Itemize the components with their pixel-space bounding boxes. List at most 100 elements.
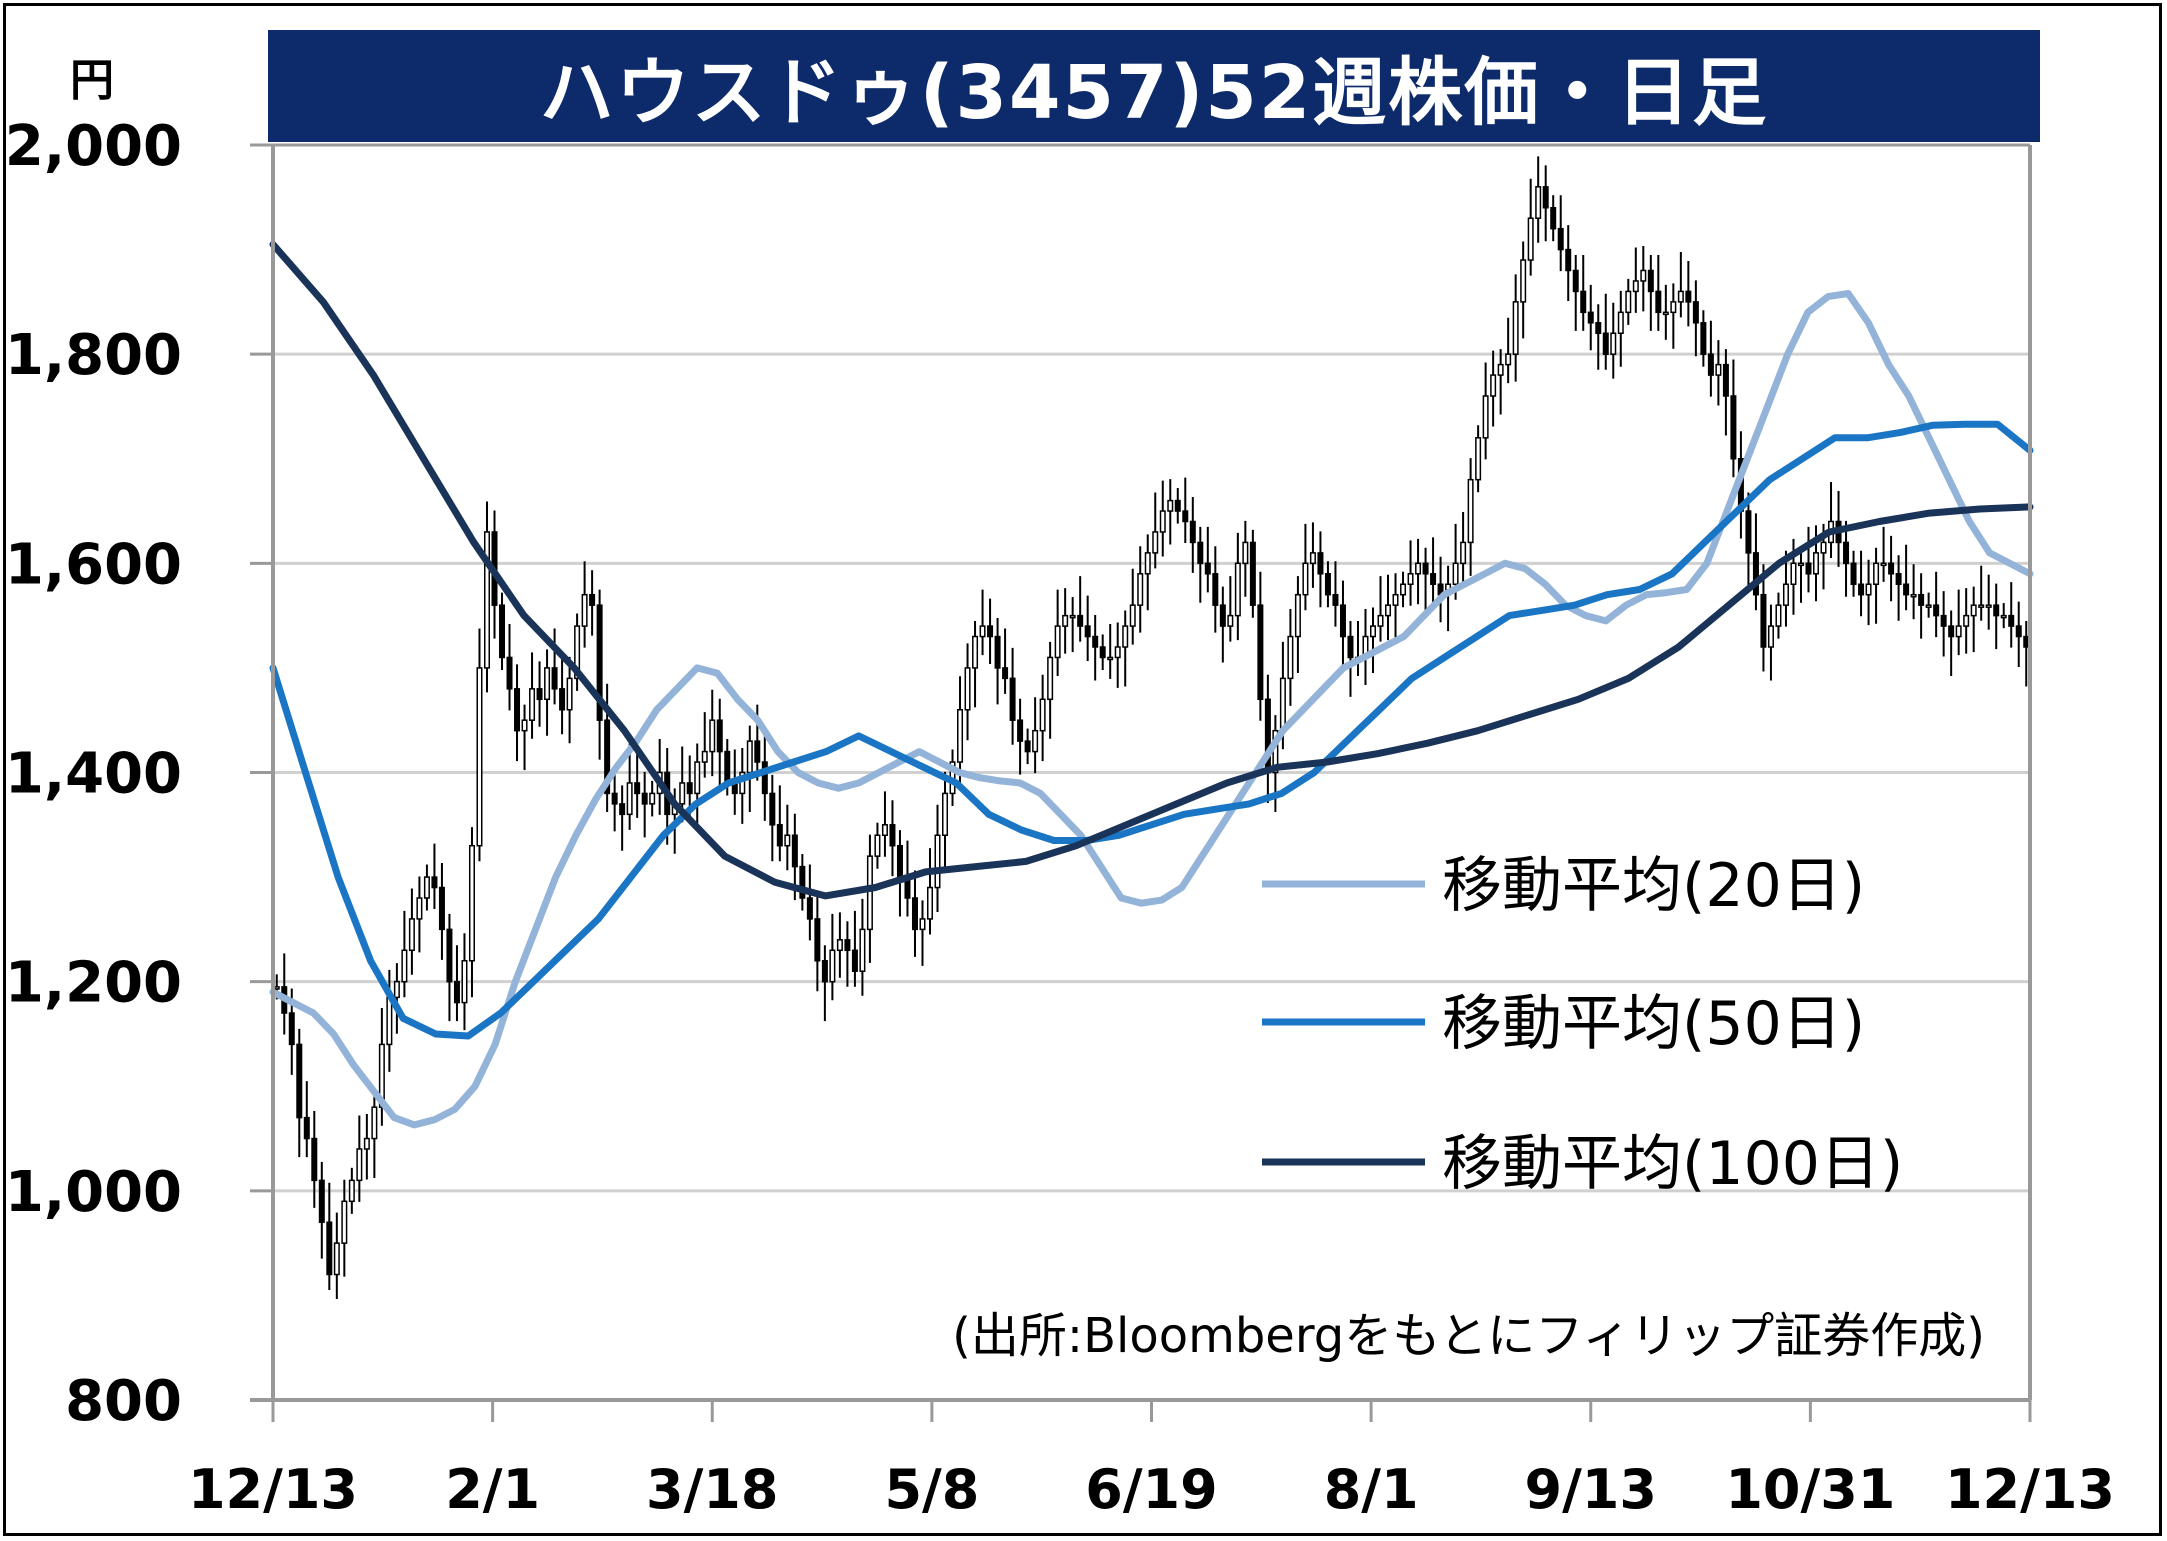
candle-body-169 [1542, 186, 1549, 209]
series-line-ma50 [269, 420, 2034, 1040]
candle-body-112 [1114, 646, 1121, 659]
candle-body-83 [896, 844, 903, 878]
candle-body-81 [881, 824, 888, 837]
candle-body-217 [1903, 583, 1910, 596]
x-tick-label-6: 9/13 [1525, 1458, 1657, 1521]
candle-body-77 [851, 949, 858, 972]
candle-body-91 [957, 709, 964, 763]
candle-body-139 [1317, 552, 1324, 575]
candle-body-205 [1813, 552, 1820, 575]
candle-body-15 [386, 996, 393, 1046]
candle-body-211 [1858, 583, 1865, 596]
candle-body-82 [889, 824, 896, 847]
candle-body-58 [709, 719, 716, 753]
candle-body-165 [1512, 301, 1519, 355]
candle-body-68 [784, 834, 791, 847]
candle-body-161 [1482, 395, 1489, 439]
candle-body-31 [506, 656, 513, 690]
candle-body-94 [979, 625, 986, 638]
candle-body-210 [1850, 562, 1857, 585]
candle-body-111 [1107, 656, 1114, 661]
y-tick-label-0: 800 [65, 1369, 182, 1434]
y-tick-label-4: 1,600 [5, 532, 182, 597]
candle-body-116 [1144, 552, 1151, 575]
y-tick-label-5: 1,800 [5, 323, 182, 388]
candlestick-series [273, 156, 2030, 1300]
candle-body-64 [754, 740, 761, 763]
candle-body-171 [1557, 227, 1564, 251]
candle-body-198 [1760, 593, 1767, 648]
candle-body-60 [724, 750, 731, 784]
y-tick-labels: 800 1,000 1,200 1,400 1,600 1,800 2,000 [5, 114, 182, 1434]
candle-body-2 [288, 1012, 295, 1046]
candle-body-3 [296, 1043, 303, 1119]
candle-body-170 [1550, 207, 1557, 230]
candle-body-8 [333, 1242, 340, 1276]
candle-body-150 [1400, 583, 1407, 596]
candle-body-124 [1204, 562, 1211, 575]
candle-body-63 [746, 740, 753, 774]
candle-body-85 [911, 897, 918, 931]
legend: 移動平均(20日) 移動平均(50日) 移動平均(100日) [1262, 851, 1903, 1199]
candle-body-143 [1347, 635, 1354, 659]
candle-body-226 [1970, 604, 1977, 617]
candle-body-71 [806, 897, 813, 920]
candle-body-67 [776, 824, 783, 847]
candle-body-224 [1955, 625, 1962, 638]
candle-body-153 [1422, 562, 1429, 575]
candle-body-7 [326, 1221, 333, 1276]
candle-body-222 [1940, 614, 1947, 627]
candle-body-157 [1452, 562, 1459, 585]
legend-label-2: 移動平均(100日) [1442, 1129, 1903, 1199]
candle-body-46 [619, 803, 626, 816]
candle-body-108 [1084, 625, 1091, 638]
candle-body-142 [1339, 604, 1346, 638]
candle-body-149 [1392, 593, 1399, 606]
legend-label-1: 移動平均(50日) [1442, 989, 1865, 1059]
candle-body-190 [1700, 322, 1707, 355]
candle-body-118 [1159, 510, 1166, 533]
candle-body-22 [438, 886, 445, 931]
candle-body-223 [1948, 625, 1955, 638]
candle-body-206 [1820, 541, 1827, 554]
candle-body-213 [1873, 562, 1880, 585]
candle-body-220 [1925, 604, 1932, 608]
candle-body-212 [1865, 583, 1872, 596]
candle-body-88 [934, 834, 941, 889]
candle-body-49 [641, 792, 648, 805]
candle-body-146 [1369, 625, 1377, 638]
candle-body-92 [964, 667, 971, 711]
candle-body-79 [866, 855, 873, 931]
candle-body-42 [589, 593, 596, 606]
y-tick-label-2: 1,200 [5, 951, 182, 1016]
candle-body-203 [1797, 562, 1804, 567]
candle-body-50 [649, 792, 656, 805]
candle-body-199 [1767, 625, 1774, 648]
legend-label-0: 移動平均(20日) [1442, 851, 1865, 921]
candle-body-86 [919, 918, 926, 931]
candle-body-126 [1219, 604, 1226, 627]
candle-body-183 [1647, 269, 1654, 293]
candle-body-180 [1625, 290, 1632, 314]
candle-body-120 [1174, 499, 1181, 512]
candle-body-131 [1257, 604, 1264, 701]
candle-body-65 [761, 761, 768, 795]
candle-body-182 [1640, 269, 1647, 282]
candle-body-215 [1888, 562, 1895, 575]
candle-body-80 [874, 834, 881, 857]
candle-body-214 [1880, 562, 1887, 567]
candle-body-135 [1287, 635, 1294, 680]
chart-frame [3, 3, 2162, 1536]
candle-body-154 [1430, 573, 1437, 586]
candle-body-41 [581, 593, 588, 627]
candle-body-176 [1595, 322, 1602, 334]
candle-body-0 [273, 986, 280, 990]
candle-body-32 [514, 688, 521, 732]
candle-body-5 [311, 1137, 318, 1182]
x-tick-label-0: 12/13 [188, 1458, 358, 1521]
candle-body-216 [1895, 573, 1902, 586]
candle-body-48 [634, 782, 641, 795]
candle-body-121 [1182, 510, 1189, 523]
y-tick-label-6: 2,000 [5, 114, 182, 179]
candle-body-184 [1655, 290, 1662, 314]
